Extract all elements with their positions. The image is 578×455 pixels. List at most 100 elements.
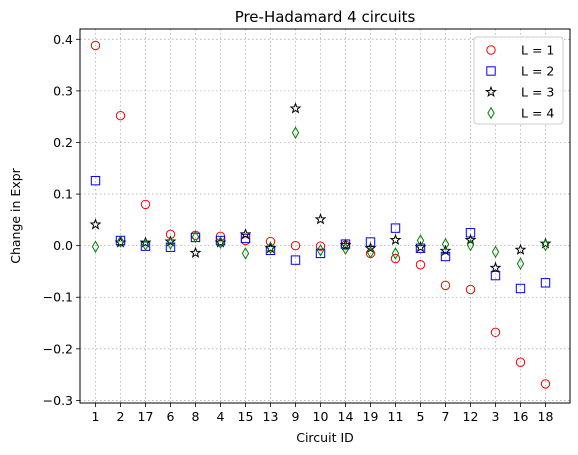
x-tick-label: 2: [117, 409, 125, 424]
data-point: [415, 260, 426, 270]
y-tick-label: −0.3: [43, 393, 73, 408]
data-point: [315, 248, 326, 259]
legend-marker: [485, 85, 497, 98]
data-point: [441, 237, 450, 251]
y-axis-title: Change in Expr: [8, 167, 23, 263]
data-point: [291, 126, 300, 139]
data-point: [364, 242, 377, 254]
data-point: [339, 238, 352, 251]
data-point: [414, 240, 427, 253]
data-point: [490, 270, 501, 281]
data-point: [515, 283, 526, 294]
data-point: [241, 247, 250, 260]
data-point: [189, 246, 202, 258]
data-point: [540, 379, 551, 389]
y-axis: −0.3 −0.2 −0.1 0.0 0.1 0.2 0.3 0.4: [43, 32, 80, 408]
series-4: [91, 126, 550, 271]
data-point: [389, 233, 402, 246]
x-tick-label: 19: [363, 409, 379, 424]
data-point: [391, 247, 400, 260]
legend-marker: [486, 45, 496, 55]
data-point: [489, 261, 502, 273]
legend-label: L = 3: [521, 85, 554, 100]
data-point: [466, 238, 475, 252]
series-3: [89, 102, 552, 273]
data-point: [139, 236, 152, 248]
data-point: [515, 357, 526, 367]
x-tick-label: 4: [217, 409, 225, 424]
data-point: [91, 240, 100, 253]
data-point: [440, 280, 451, 291]
legend-marker: [487, 106, 495, 120]
data-point: [265, 245, 276, 256]
y-tick-label: −0.2: [43, 341, 73, 356]
legend-label: L = 1: [521, 43, 554, 58]
data-point: [289, 102, 302, 114]
data-point: [214, 236, 227, 248]
data-point: [191, 230, 200, 244]
data-point: [166, 237, 175, 250]
data-point: [366, 246, 375, 259]
x-tick-label: 11: [388, 409, 404, 424]
data-point: [316, 244, 325, 257]
data-point: [114, 236, 127, 248]
x-tick-label: 3: [492, 409, 500, 424]
y-tick-label: 0.2: [53, 135, 73, 150]
data-point: [164, 235, 177, 247]
plot-frame: [79, 28, 571, 404]
legend-label: L = 2: [521, 64, 554, 79]
x-axis-title: Circuit ID: [296, 430, 354, 445]
legend: L = 1 L = 2 L = 3 L = 4: [473, 36, 564, 125]
data-point: [539, 237, 552, 249]
data-point: [290, 240, 301, 251]
y-tick-label: 0.4: [53, 32, 73, 47]
data-point: [115, 110, 126, 121]
data-point: [90, 175, 101, 186]
x-tick-label: 7: [442, 409, 450, 424]
data-point: [516, 257, 525, 271]
data-point: [464, 233, 477, 246]
data-point: [216, 236, 225, 249]
data-point: [416, 234, 425, 247]
legend-box: [473, 36, 564, 125]
data-point: [141, 238, 150, 251]
data-point: [541, 238, 550, 252]
y-tick-label: 0.1: [53, 187, 73, 202]
x-tick-label: 8: [192, 409, 200, 424]
x-tick-label: 6: [167, 409, 175, 424]
data-point: [514, 243, 527, 255]
x-axis: 1 2 17 6 8 4 15 13 9 10 14 19 11 5 7 12 3 16 18: [92, 403, 554, 424]
data-point: [290, 255, 301, 265]
x-tick-label: 13: [263, 409, 279, 424]
data-point: [239, 228, 252, 240]
y-tick-label: 0.3: [53, 83, 73, 98]
data-point: [90, 40, 101, 51]
data-point: [240, 233, 251, 244]
data-point: [465, 284, 476, 295]
data-points: [89, 40, 552, 389]
x-tick-label: 18: [538, 409, 554, 424]
data-point: [341, 242, 350, 256]
data-point: [465, 228, 476, 238]
data-point: [266, 241, 275, 255]
chart-title: Pre-Hadamard 4 circuits: [235, 8, 416, 26]
x-tick-label: 12: [463, 409, 479, 424]
data-point: [390, 253, 401, 264]
data-point: [116, 235, 125, 248]
x-tick-label: 10: [313, 409, 329, 424]
data-point: [491, 245, 500, 259]
y-tick-label: 0.0: [53, 238, 73, 253]
x-tick-label: 14: [338, 409, 354, 424]
legend-label: L = 4: [521, 106, 554, 121]
x-tick-label: 16: [513, 409, 529, 424]
x-tick-label: 17: [138, 409, 154, 424]
x-tick-label: 9: [292, 409, 300, 424]
data-point: [390, 223, 401, 233]
data-point: [140, 199, 151, 210]
data-point: [264, 242, 277, 254]
x-tick-label: 1: [92, 409, 100, 424]
data-point: [315, 241, 326, 251]
data-point: [439, 244, 452, 256]
y-tick-label: −0.1: [43, 290, 73, 305]
